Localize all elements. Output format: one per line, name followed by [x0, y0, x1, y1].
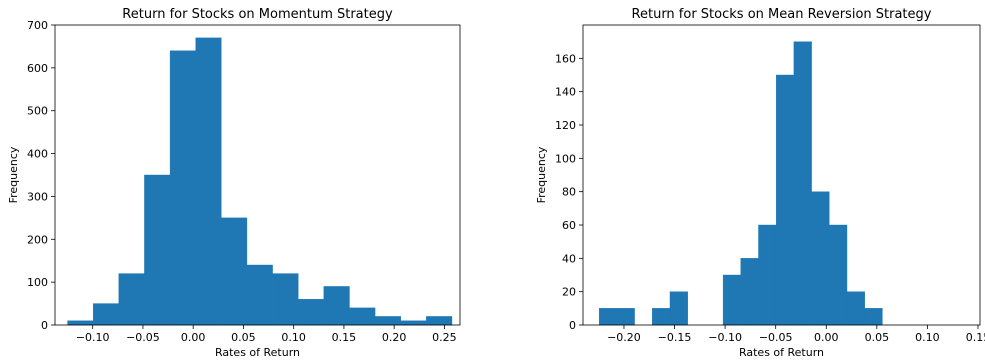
histogram-bar	[846, 291, 865, 326]
x-tick-label: 0.20	[382, 331, 407, 344]
y-axis-label: Frequency	[7, 146, 20, 203]
histogram-bar	[722, 274, 741, 326]
x-tick-label: 0.10	[915, 331, 940, 344]
histogram-bar	[195, 37, 222, 326]
histogram-bar	[652, 308, 671, 326]
x-tick-label: 0.15	[332, 331, 357, 344]
chart-title: Return for Stocks on Mean Reversion Stra…	[632, 7, 932, 22]
x-tick-label: 0.00	[814, 331, 839, 344]
histogram-bar	[92, 303, 120, 326]
histogram-bar	[349, 307, 376, 326]
x-axis-label: Rates of Return	[215, 346, 300, 359]
y-tick-label: 80	[562, 186, 576, 199]
x-tick-label: 0.15	[966, 331, 985, 344]
x-tick-label: 0.05	[865, 331, 890, 344]
y-tick-label: 0	[41, 319, 48, 332]
histogram-bar	[298, 299, 325, 326]
y-tick-label: 600	[27, 62, 48, 75]
x-tick-label: −0.20	[607, 331, 641, 344]
y-tick-label: 200	[27, 233, 48, 246]
x-tick-label: 0.00	[181, 331, 206, 344]
y-tick-label: 100	[27, 276, 48, 289]
histogram-bar	[118, 273, 145, 326]
y-tick-label: 20	[562, 286, 576, 299]
x-tick-label: −0.05	[126, 331, 160, 344]
x-tick-label: 0.25	[432, 331, 457, 344]
y-tick-label: 40	[562, 252, 576, 265]
x-tick-label: 0.05	[231, 331, 256, 344]
chart-title: Return for Stocks on Momentum Strategy	[122, 7, 393, 22]
histogram-bar	[864, 308, 883, 326]
histogram-bar	[793, 41, 812, 326]
y-tick-label: 120	[555, 119, 576, 132]
histogram-bar	[400, 320, 427, 326]
histogram-bar	[616, 308, 635, 326]
momentum-chart: −0.10 −0.05 0.00 0.05 0.10 0.15 0.20 0.25 0 100 20…	[7, 7, 461, 359]
x-tick-label: −0.10	[708, 331, 742, 344]
histogram-bar	[598, 308, 618, 326]
x-tick-label: −0.15	[658, 331, 692, 344]
y-tick-label: 300	[27, 190, 48, 203]
histogram-bar	[740, 258, 759, 326]
histogram-bar	[811, 191, 830, 326]
histogram-bar	[144, 174, 171, 326]
y-tick-label: 140	[555, 86, 576, 99]
y-tick-label: 100	[555, 152, 576, 165]
y-tick-label: 700	[27, 19, 48, 32]
histogram-bar	[221, 217, 248, 326]
histogram-bar	[775, 74, 795, 326]
y-tick-label: 0	[569, 319, 576, 332]
histogram-bar	[829, 224, 848, 326]
histogram-bar	[669, 291, 688, 326]
histogram-bar	[323, 286, 350, 326]
histogram-bar	[169, 50, 196, 326]
y-tick-label: 500	[27, 105, 48, 118]
axes-frame	[582, 24, 981, 326]
y-tick-label: 60	[562, 219, 576, 232]
y-axis-label: Frequency	[535, 146, 548, 203]
x-tick-label: 0.10	[281, 331, 306, 344]
x-tick-label: −0.05	[759, 331, 793, 344]
y-tick-label: 160	[555, 52, 576, 65]
histogram-bar	[67, 320, 94, 326]
x-axis-label: Rates of Return	[739, 346, 824, 359]
histogram-bar	[374, 316, 401, 326]
axes-frame	[54, 24, 461, 326]
histogram-bar	[758, 224, 777, 326]
x-tick-label: −0.10	[76, 331, 110, 344]
histogram-bar	[246, 264, 273, 326]
histogram-bar	[426, 316, 453, 326]
y-tick-label: 400	[27, 148, 48, 161]
histogram-bar	[272, 273, 299, 326]
mean-reversion-chart: −0.20 −0.15 −0.10 −0.05 0.00 0.05 0.10 0.15 0 20 4…	[535, 7, 985, 359]
